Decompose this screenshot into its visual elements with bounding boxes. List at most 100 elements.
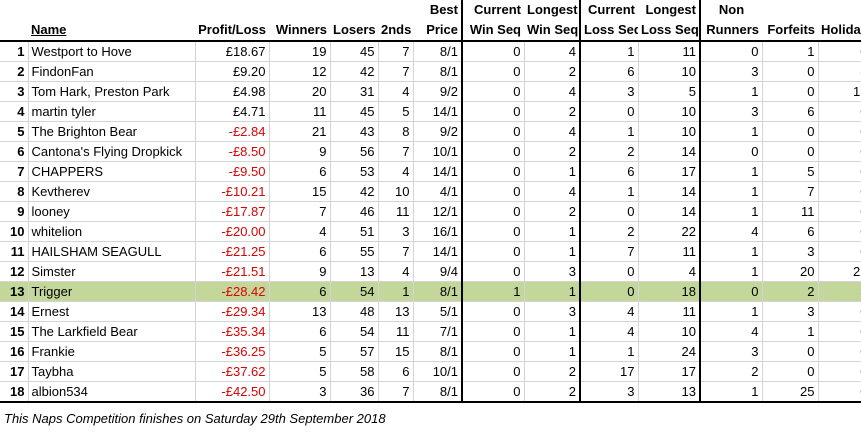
row-current-loss-seq: 2 (580, 141, 639, 162)
row-winners: 9 (269, 141, 331, 162)
row-best-price: 9/2 (413, 81, 463, 102)
row-forfeits: 3 (762, 301, 819, 322)
header-current-loss-seq-line1: Current (588, 2, 635, 17)
row-profit-loss: £4.71 (195, 101, 270, 122)
row-forfeits: 20 (762, 261, 819, 282)
row-current-win-seq: 0 (462, 341, 525, 362)
row-rank: 2 (0, 61, 29, 82)
row-holiday: 8 (818, 61, 861, 82)
row-profit-loss: -£35.34 (195, 321, 270, 342)
row-longest-loss-seq: 5 (638, 81, 701, 102)
row-seconds: 4 (378, 261, 414, 282)
row-winners: 6 (269, 241, 331, 262)
row-forfeits: 0 (762, 121, 819, 142)
row-current-loss-seq: 0 (580, 261, 639, 282)
table-row: 6 Cantona's Flying Dropkick -£8.50 9 56 7 10/1… (0, 141, 861, 162)
row-current-win-seq: 0 (462, 361, 525, 382)
row-holiday: 0 (818, 241, 861, 262)
row-losers: 53 (330, 161, 379, 182)
row-holiday: 0 (818, 301, 861, 322)
row-profit-loss: -£29.34 (195, 301, 270, 322)
row-seconds: 4 (378, 81, 414, 102)
row-name: CHAPPERS (28, 161, 196, 182)
row-rank: 6 (0, 141, 29, 162)
row-holiday: 0 (818, 101, 861, 122)
row-profit-loss: -£2.84 (195, 121, 270, 142)
header-losers: Losers (330, 20, 378, 42)
row-best-price: 14/1 (413, 241, 463, 262)
row-profit-loss: -£21.51 (195, 261, 270, 282)
row-non-runners: 0 (700, 281, 763, 302)
row-non-runners: 1 (700, 161, 763, 182)
row-seconds: 7 (378, 381, 414, 403)
competition-end-note: This Naps Competition finishes on Saturd… (0, 401, 861, 435)
row-current-loss-seq: 1 (580, 121, 639, 142)
row-seconds: 7 (378, 141, 414, 162)
header-longest-win-seq-line2: Win Seq (524, 20, 581, 42)
row-longest-loss-seq: 24 (638, 341, 701, 362)
row-best-price: 12/1 (413, 201, 463, 222)
row-non-runners: 4 (700, 321, 763, 342)
row-winners: 13 (269, 301, 331, 322)
row-forfeits: 25 (762, 381, 819, 403)
row-longest-loss-seq: 11 (638, 301, 701, 322)
row-longest-win-seq: 3 (524, 301, 581, 322)
row-longest-win-seq: 1 (524, 281, 581, 302)
row-profit-loss: -£42.50 (195, 381, 270, 403)
row-name: albion534 (28, 381, 196, 403)
row-losers: 56 (330, 141, 379, 162)
row-forfeits: 0 (762, 141, 819, 162)
row-current-loss-seq: 1 (580, 341, 639, 362)
row-losers: 46 (330, 201, 379, 222)
row-current-win-seq: 0 (462, 141, 525, 162)
row-losers: 45 (330, 101, 379, 122)
row-losers: 13 (330, 261, 379, 282)
row-non-runners: 1 (700, 121, 763, 142)
row-non-runners: 1 (700, 201, 763, 222)
row-current-loss-seq: 6 (580, 161, 639, 182)
row-longest-win-seq: 4 (524, 81, 581, 102)
row-losers: 58 (330, 361, 379, 382)
row-seconds: 7 (378, 61, 414, 82)
row-winners: 7 (269, 201, 331, 222)
row-non-runners: 1 (700, 181, 763, 202)
header-longest-loss-seq-line1: Longest (638, 0, 701, 20)
row-seconds: 13 (378, 301, 414, 322)
row-winners: 6 (269, 321, 331, 342)
row-non-runners: 4 (700, 221, 763, 242)
row-losers: 48 (330, 301, 379, 322)
row-holiday: 13 (818, 81, 861, 102)
row-non-runners: 1 (700, 301, 763, 322)
row-forfeits: 6 (762, 101, 819, 122)
row-holiday: 0 (818, 181, 861, 202)
row-holiday: 0 (818, 341, 861, 362)
row-holiday: 0 (818, 381, 861, 403)
row-longest-loss-seq: 17 (638, 161, 701, 182)
row-best-price: 8/1 (413, 281, 463, 302)
row-current-win-seq: 0 (462, 201, 525, 222)
row-longest-win-seq: 4 (524, 181, 581, 202)
row-forfeits: 0 (762, 341, 819, 362)
row-best-price: 9/4 (413, 261, 463, 282)
row-winners: 6 (269, 161, 331, 182)
row-seconds: 5 (378, 101, 414, 122)
row-losers: 57 (330, 341, 379, 362)
row-current-win-seq: 0 (462, 381, 525, 403)
row-profit-loss: £18.67 (195, 41, 270, 62)
row-profit-loss: -£28.42 (195, 281, 270, 302)
row-losers: 42 (330, 181, 379, 202)
header-current-win-seq-line2: Win Seq (462, 20, 524, 42)
row-name: Cantona's Flying Dropkick (28, 141, 196, 162)
row-name: Trigger (28, 281, 196, 302)
row-longest-loss-seq: 10 (638, 321, 701, 342)
row-current-win-seq: 1 (462, 281, 525, 302)
row-seconds: 4 (378, 161, 414, 182)
row-seconds: 8 (378, 121, 414, 142)
row-forfeits: 11 (762, 201, 819, 222)
header-best-price-line2: Price (413, 20, 463, 42)
row-name: Westport to Hove (28, 41, 196, 62)
header-rank-spacer (0, 0, 28, 20)
